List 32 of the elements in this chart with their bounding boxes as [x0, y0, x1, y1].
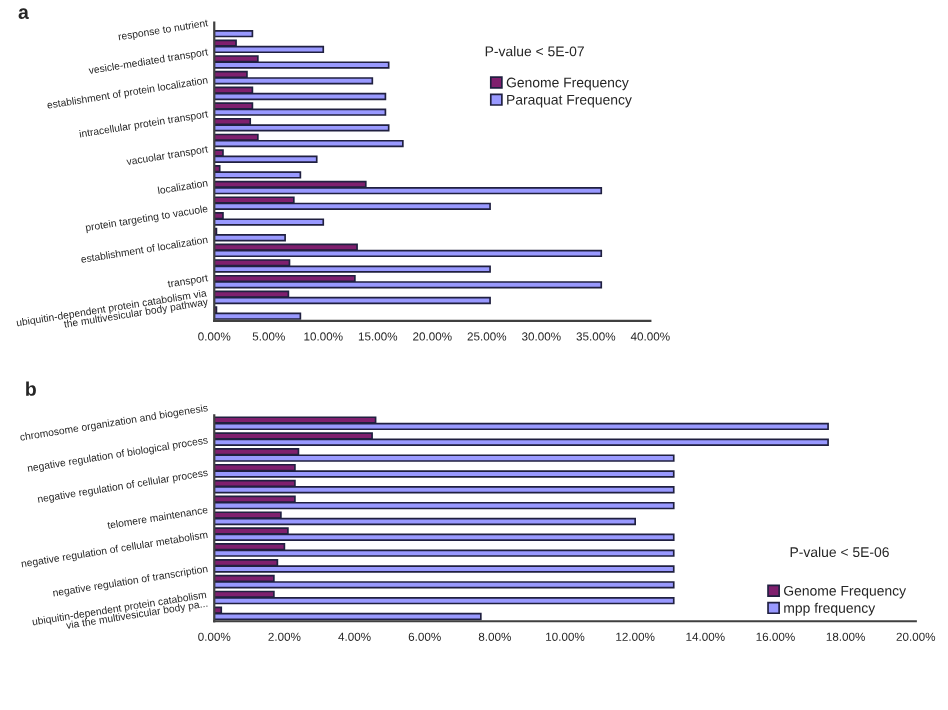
- bar: [214, 581, 675, 589]
- bar: [214, 186, 603, 195]
- bar: [214, 265, 491, 273]
- bar: [214, 139, 404, 148]
- bar: [214, 30, 254, 38]
- text: b: [26, 381, 36, 396]
- bar: [214, 486, 675, 494]
- bar: [214, 45, 325, 54]
- bar: [214, 612, 482, 621]
- bar: [214, 124, 390, 132]
- bar: [214, 438, 829, 446]
- bar: [214, 549, 675, 557]
- bar: [214, 296, 491, 305]
- bar: [214, 281, 603, 289]
- bar: [214, 470, 675, 478]
- bar: [214, 533, 675, 541]
- bar: [214, 565, 675, 573]
- bar: [214, 422, 829, 431]
- bar: [214, 108, 387, 116]
- text: a: [18, 8, 29, 19]
- bar: [214, 92, 387, 101]
- bar: [214, 61, 390, 69]
- bar: [214, 202, 491, 211]
- bar: [214, 312, 302, 320]
- bar: [214, 454, 675, 462]
- bar: [214, 155, 318, 163]
- bar: [214, 517, 636, 526]
- bar: [214, 77, 374, 85]
- bar: [214, 218, 325, 226]
- bar: [214, 249, 603, 258]
- bar: [214, 596, 675, 605]
- bar: [214, 501, 675, 510]
